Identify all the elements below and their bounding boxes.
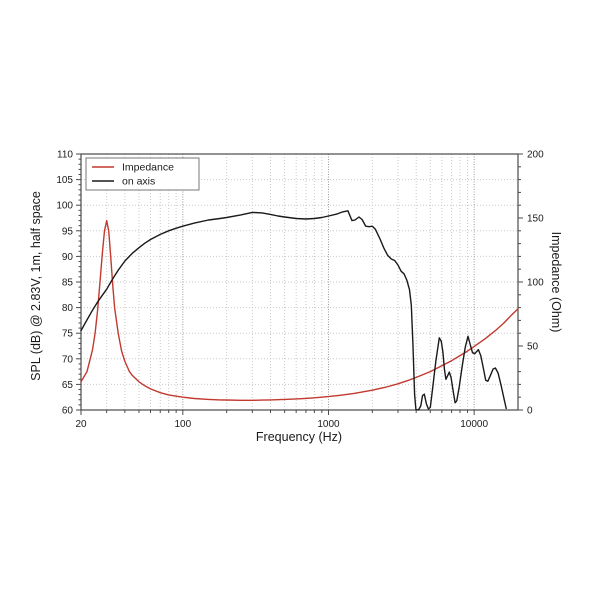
left-tick-label: 60 [62,406,74,417]
x-tick-label: 100 [174,419,191,430]
legend-label-on-axis: on axis [122,176,155,188]
x-axis-title: Frequency (Hz) [256,430,342,444]
right-tick-label: 150 [527,214,544,225]
right-tick-label: 0 [527,406,533,417]
right-axis-title: Impedance (Ohm) [549,232,563,333]
on-axis-curve [80,210,507,411]
left-tick-label: 70 [62,354,74,365]
left-tick-label: 100 [56,201,73,212]
tick-labels: 60 65 70 75 80 85 90 95 100 105 110 0 50 100 150 200 20 1… [56,150,544,431]
left-tick-label: 105 [56,175,73,186]
left-axis-title: SPL (dB) @ 2.83V, 1m, half space [29,191,43,381]
x-tick-label: 20 [75,419,87,430]
plot-frame [80,153,519,411]
x-tick-label: 1000 [317,419,340,430]
gridlines [81,154,518,410]
right-tick-label: 200 [527,150,544,161]
axis-ticks [76,153,523,415]
legend: Impedance on axis [85,157,200,191]
legend-box [85,157,200,191]
right-tick-label: 100 [527,278,544,289]
left-tick-label: 85 [62,278,74,289]
left-tick-label: 90 [62,252,74,263]
left-tick-label: 65 [62,380,74,391]
left-tick-label: 80 [62,303,74,314]
left-tick-label: 75 [62,329,74,340]
impedance-curve [80,219,519,401]
x-tick-label: 10000 [460,419,488,430]
legend-label-impedance: Impedance [122,162,174,174]
left-tick-label: 95 [62,226,74,237]
curves [80,210,519,411]
right-tick-label: 50 [527,342,539,353]
left-tick-label: 110 [57,150,73,161]
